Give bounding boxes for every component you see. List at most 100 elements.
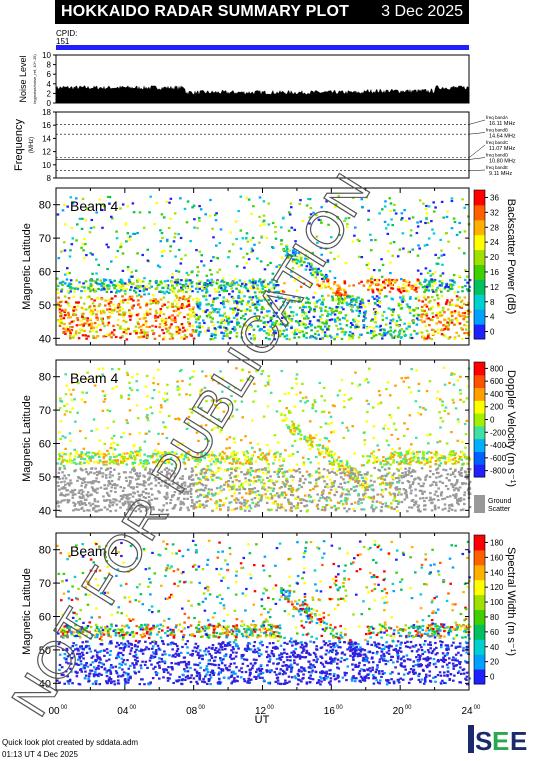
data-cell [267,479,271,483]
colorbar-frame [473,189,486,340]
data-cell [128,312,132,315]
data-cell [344,467,347,470]
data-cell [167,452,170,455]
data-cell [219,325,222,328]
data-cell [158,314,162,317]
data-cell [386,284,390,287]
data-cell [336,328,340,331]
data-cell [416,269,420,272]
data-cell [205,298,208,301]
data-cell [393,203,396,206]
data-cell [207,453,210,456]
data-cell [427,301,431,304]
data-cell [112,420,116,423]
data-cell [142,288,146,291]
data-cell [441,309,445,312]
data-cell [246,472,249,476]
data-cell [131,495,135,498]
data-cell [159,311,162,314]
data-cell [63,295,67,298]
data-cell [403,498,407,501]
data-cell [308,268,312,271]
data-cell [245,492,248,495]
colorbar-tick-label: 32 [490,208,499,217]
data-cell [332,453,335,456]
data-cell [400,304,403,307]
data-cell [68,255,72,258]
data-cell [308,322,312,325]
data-cell [395,486,399,489]
data-cell [120,279,124,282]
data-cell [139,510,143,513]
data-cell [78,454,81,457]
data-cell [451,318,454,321]
data-cell [112,462,116,465]
data-cell [335,473,338,476]
data-cell [271,489,275,492]
data-cell [232,316,236,319]
data-cell [296,506,300,509]
data-cell [366,455,369,458]
data-cell [112,303,115,306]
data-cell [319,219,322,222]
data-cell [409,336,412,339]
data-cell [201,468,205,471]
data-cell [348,331,352,334]
data-cell [291,453,295,456]
data-cell [289,428,292,432]
data-cell [398,491,401,494]
data-cell [263,268,267,271]
data-cell [228,446,231,449]
data-cell [326,260,330,264]
data-cell [166,472,169,475]
data-cell [91,487,95,490]
data-cell [146,459,149,462]
data-cell [319,246,323,249]
data-cell [221,318,225,321]
data-cell [108,315,112,318]
data-cell [89,282,93,285]
data-cell [151,324,154,327]
data-cell [328,496,331,499]
data-cell [457,285,461,288]
data-cell [311,407,314,410]
data-cell [273,338,277,341]
data-cell [362,319,366,322]
data-cell [219,461,222,464]
data-cell [86,317,89,320]
data-cell [182,305,186,308]
data-cell [248,296,252,299]
data-cell [84,503,88,506]
data-cell [62,327,65,330]
data-cell [180,324,184,327]
data-cell [60,250,63,253]
data-cell [222,326,226,329]
data-cell [354,469,358,472]
data-cell [410,287,414,290]
data-cell [281,481,285,484]
data-cell [393,494,397,498]
data-cell [375,500,379,503]
data-cell [457,334,461,337]
data-cell [274,500,277,503]
data-cell [301,382,304,385]
data-cell [141,490,145,493]
cpid-bar [56,45,469,50]
data-cell [247,378,251,381]
data-cell [286,322,290,325]
data-cell [275,311,278,314]
data-cell [440,279,444,283]
data-cell [61,471,64,474]
data-cell [204,452,207,455]
data-cell [225,320,229,323]
data-cell [245,459,249,462]
data-cell [157,460,161,464]
colorbar-tick-label: 28 [490,223,499,232]
data-cell [306,257,309,260]
data-cell [365,196,369,199]
data-cell [323,334,327,337]
data-cell [73,461,76,464]
data-cell [318,438,322,441]
data-cell [357,473,361,476]
